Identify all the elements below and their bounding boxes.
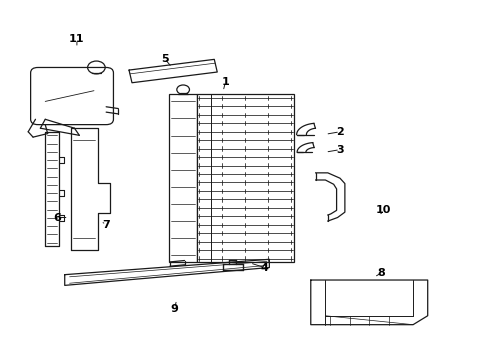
Bar xyxy=(197,94,294,262)
Text: 9: 9 xyxy=(171,303,178,314)
Bar xyxy=(170,94,197,262)
Text: 6: 6 xyxy=(53,212,61,222)
Text: 4: 4 xyxy=(261,262,269,273)
Text: 2: 2 xyxy=(336,127,344,137)
Text: 3: 3 xyxy=(336,145,344,155)
Text: 5: 5 xyxy=(161,54,169,64)
FancyBboxPatch shape xyxy=(30,67,114,125)
Text: 11: 11 xyxy=(69,34,85,44)
Text: 10: 10 xyxy=(376,205,392,215)
Text: 8: 8 xyxy=(378,268,385,278)
Text: 7: 7 xyxy=(102,220,110,230)
Text: 1: 1 xyxy=(221,77,229,87)
